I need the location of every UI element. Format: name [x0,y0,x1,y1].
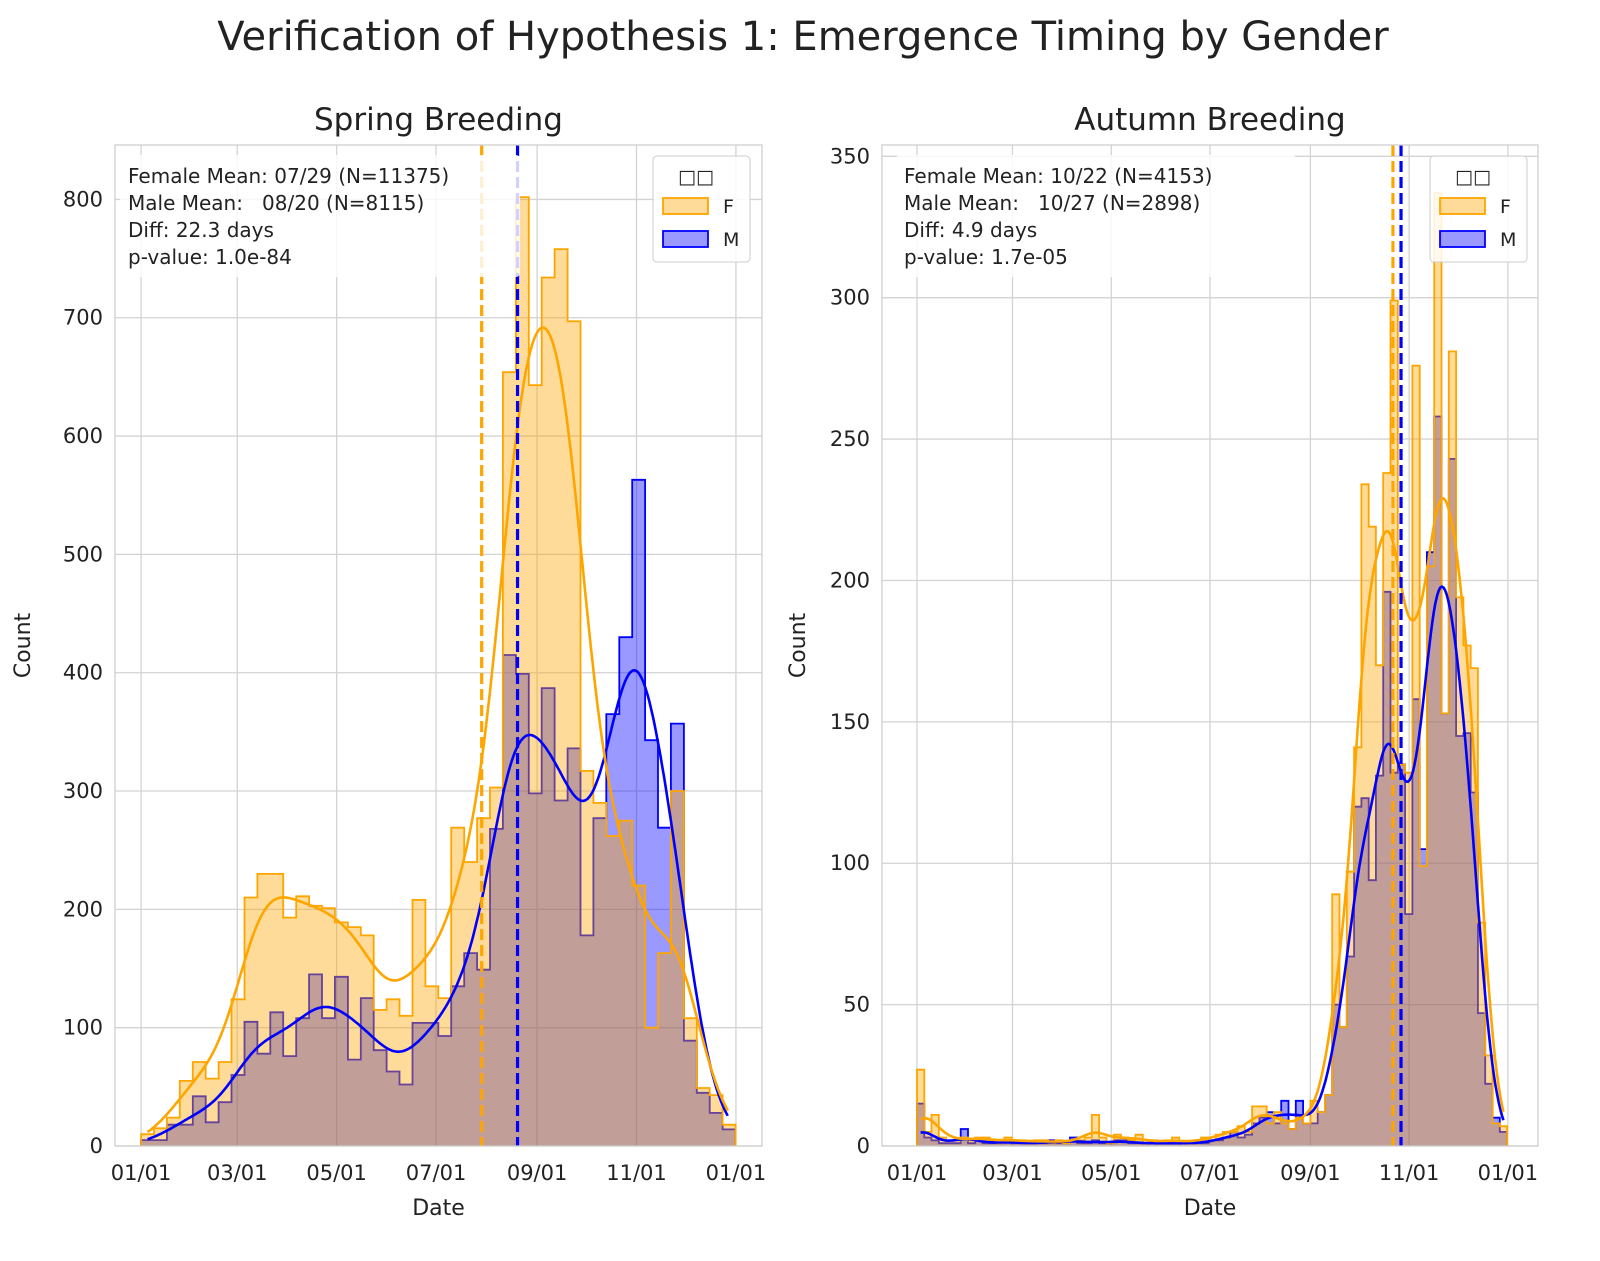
legend-label-F: F [1500,196,1511,218]
kde-curve-F [146,326,729,1134]
stats-box [120,155,520,277]
x-tick-label: 01/01 [111,1161,172,1185]
legend-swatch-M [662,230,709,248]
y-tick-label: 0 [90,1134,103,1158]
x-axis-label: Date [412,1196,465,1221]
legend-label-M: M [1500,229,1516,251]
stats-line: Male Mean: 08/20 (N=8115) [128,191,424,215]
stats-line: Female Mean: 10/22 (N=4153) [904,164,1212,188]
subplot-title: Autumn Breeding [1074,102,1345,138]
legend-box [652,155,751,263]
y-tick-label: 700 [63,306,103,330]
y-tick-label: 50 [843,993,870,1017]
x-tick-label: 01/01 [1478,1161,1539,1185]
legend-swatch-M [1439,230,1486,248]
x-tick-label: 03/01 [982,1161,1043,1185]
x-tick-label: 11/01 [606,1161,667,1185]
kde-curve-F [919,497,1505,1143]
legend-swatch-F [662,197,709,215]
y-tick-label: 500 [63,542,103,566]
histogram-fill-M [141,479,736,1146]
x-tick-label: 07/01 [1180,1161,1241,1185]
stats-box [896,155,1296,277]
stats-line: p-value: 1.7e-05 [904,245,1068,269]
y-tick-label: 100 [830,851,870,875]
histogram-outline-M [140,478,737,1146]
kde-curve-M [147,668,729,1141]
legend-swatch-F [1439,197,1486,215]
histogram-fill-M [917,416,1508,1146]
stats-line: p-value: 1.0e-84 [128,245,292,269]
y-tick-label: 300 [63,779,103,803]
x-tick-label: 09/01 [507,1161,568,1185]
legend-label-F: F [723,196,734,218]
y-axis-label: Count [11,612,36,678]
y-tick-label: 250 [830,427,870,451]
stats-line: Diff: 4.9 days [904,218,1037,242]
x-tick-label: 05/01 [306,1161,367,1185]
legend-title: □□ [1455,166,1491,188]
y-tick-label: 150 [830,710,870,734]
figure-title: Verification of Hypothesis 1: Emergence … [217,14,1389,60]
y-tick-label: 600 [63,424,103,448]
legend-label-M: M [723,229,739,251]
autumn-breeding-panel: 0 50 100 150 200 250 300 350 01/01 03/01 05/01 07/0… [786,102,1539,1221]
histogram-fill-F [141,197,736,1147]
y-tick-label: 200 [63,897,103,921]
x-tick-label: 05/01 [1081,1161,1142,1185]
x-axis-label: Date [1184,1196,1237,1221]
stats-line: Female Mean: 07/29 (N=11375) [128,164,449,188]
y-tick-label: 300 [830,286,870,310]
y-tick-label: 800 [63,187,103,211]
plot-frame [114,144,763,1147]
y-tick-label: 400 [63,661,103,685]
stats-line: Diff: 22.3 days [128,218,274,242]
x-tick-label: 11/01 [1379,1161,1440,1185]
y-tick-label: 100 [63,1016,103,1040]
x-tick-label: 01/01 [887,1161,948,1185]
histogram-outline-F [140,196,737,1146]
legend-title: □□ [678,166,714,188]
histogram-fill-F [917,193,1508,1147]
stats-line: Male Mean: 10/27 (N=2898) [904,191,1200,215]
x-tick-label: 09/01 [1280,1161,1341,1185]
x-tick-label: 01/01 [706,1161,767,1185]
y-tick-label: 0 [857,1134,870,1158]
x-tick-label: 03/01 [207,1161,268,1185]
legend: □□ FM [1429,155,1528,263]
subplot-title: Spring Breeding [314,102,563,138]
spring-breeding-panel: 0 100 200 300 400 500 600 700 800 01/01 03/01 05/01… [11,102,766,1221]
y-tick-label: 350 [830,144,870,168]
kde-curve-M [920,585,1505,1145]
plot-frame [881,144,1539,1147]
legend: □□ FM [652,155,751,263]
y-tick-label: 200 [830,568,870,592]
legend-box [1429,155,1528,263]
y-axis-label: Count [786,612,811,678]
x-tick-label: 07/01 [406,1161,467,1185]
